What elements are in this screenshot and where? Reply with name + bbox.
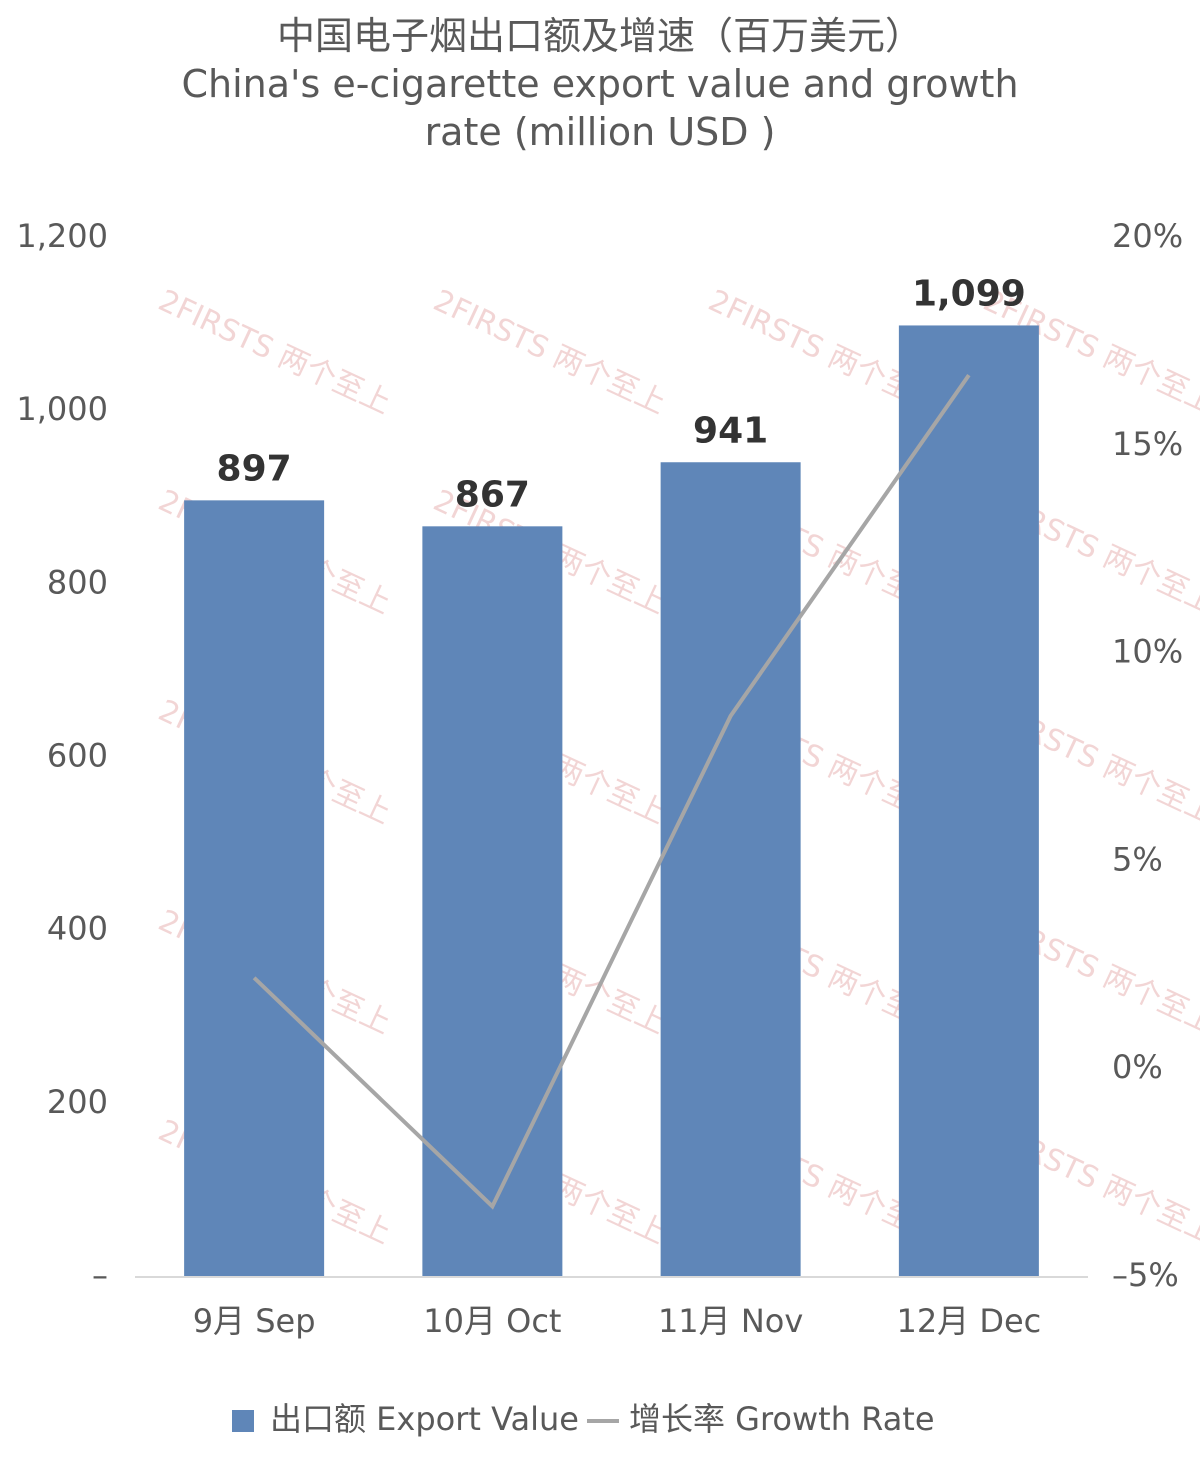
y2-tick-label: –5% — [1112, 1256, 1179, 1294]
chart-subtitle: China's e-cigarette export value and gro… — [181, 62, 1019, 154]
legend-label: 出口额 Export Value — [270, 1400, 579, 1438]
y-tick-label: 1,200 — [16, 217, 108, 255]
bar — [184, 500, 325, 1277]
y2-tick-label: 5% — [1112, 840, 1163, 878]
chart-title: 中国电子烟出口额及增速（百万美元） — [276, 14, 923, 58]
data-label: 867 — [455, 474, 530, 515]
legend: 出口额 Export Value 增长率 Growth Rate — [232, 1400, 935, 1438]
y-tick-label: 800 — [47, 563, 108, 601]
y2-tick-label: 15% — [1112, 425, 1183, 463]
line — [252, 374, 971, 1210]
y-tick-label: 400 — [47, 910, 108, 948]
legend-marker — [232, 1410, 254, 1432]
y-tick-label: 200 — [47, 1083, 108, 1121]
x-tick-label: 12月 Dec — [896, 1302, 1041, 1340]
y-tick-label: – — [92, 1256, 108, 1294]
bar — [422, 526, 563, 1277]
y2-tick-label: 10% — [1112, 633, 1183, 671]
watermark: 2FIRSTS 两个至上 — [428, 283, 671, 421]
title-block: 中国电子烟出口额及增速（百万美元） China's e-cigarette ex… — [150, 12, 1050, 156]
x-tick-label: 9月 Sep — [193, 1302, 316, 1340]
y2-tick-label: 20% — [1112, 217, 1183, 255]
watermark: 2FIRSTS 两个至上 — [153, 283, 396, 421]
bar — [660, 462, 801, 1277]
x-tick-label: 11月 Nov — [658, 1302, 803, 1340]
x-tick-label: 10月 Oct — [423, 1302, 561, 1340]
data-label: 941 — [693, 410, 768, 451]
data-label: 897 — [217, 448, 292, 489]
legend-label: 增长率 Growth Rate — [629, 1400, 935, 1438]
data-label: 1,099 — [912, 273, 1026, 314]
y2-tick-label: 0% — [1112, 1048, 1163, 1086]
y-tick-label: 600 — [47, 737, 108, 775]
y-tick-label: 1,000 — [16, 390, 108, 428]
bar — [898, 325, 1039, 1277]
